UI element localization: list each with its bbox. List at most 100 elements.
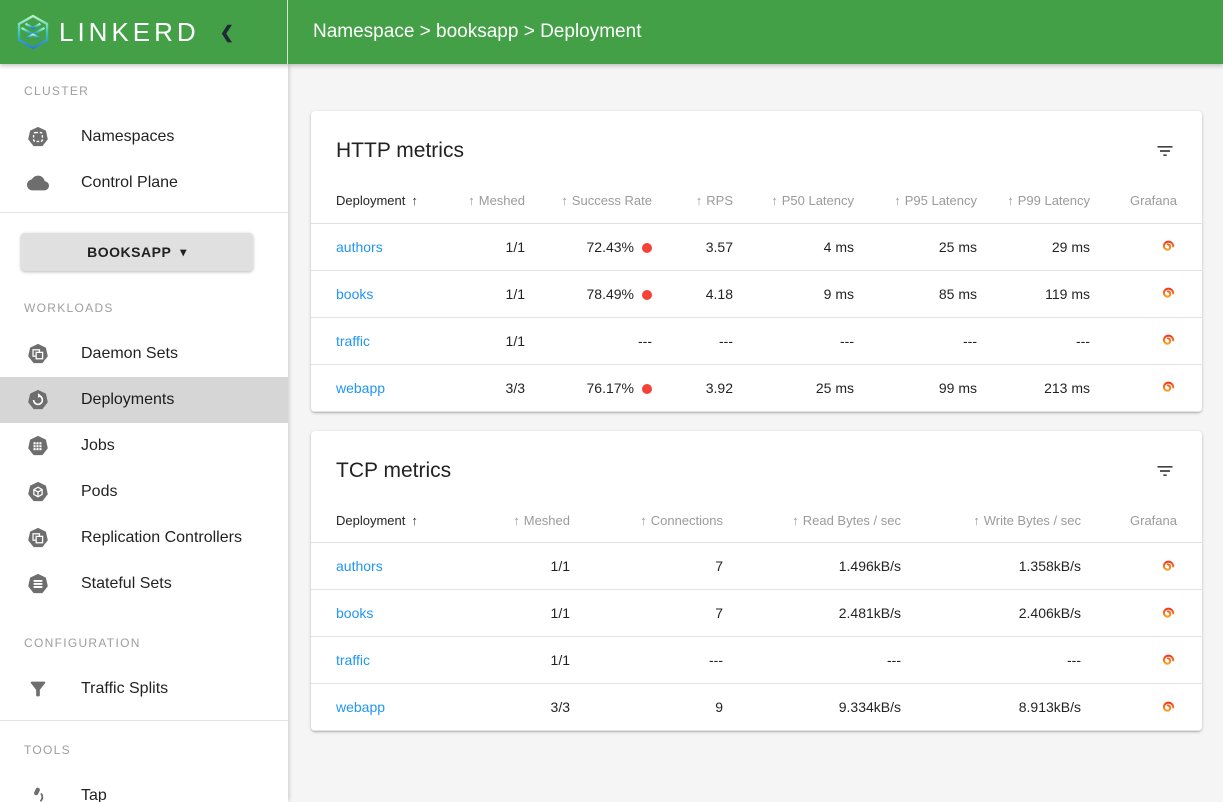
control-plane-cloud-icon bbox=[27, 172, 49, 194]
grafana-icon[interactable] bbox=[1158, 557, 1177, 576]
read-bytes-cell: --- bbox=[729, 636, 907, 684]
sidebar-item-traffic-splits[interactable]: Traffic Splits bbox=[0, 666, 288, 712]
status-dot bbox=[642, 242, 652, 253]
sort-asc-icon: ↑ bbox=[468, 193, 475, 209]
meshed-cell: 1/1 bbox=[446, 589, 576, 637]
sidebar-item-deployments[interactable]: Deployments bbox=[0, 377, 288, 423]
column-header-p95[interactable]: ↑ P95 Latency bbox=[860, 179, 983, 224]
p50-cell: 25 ms bbox=[739, 364, 860, 412]
sort-asc-icon: ↑ bbox=[513, 512, 520, 528]
grafana-icon[interactable] bbox=[1158, 331, 1177, 350]
p99-cell: --- bbox=[983, 317, 1096, 365]
breadcrumb: Namespace > booksapp > Deployment bbox=[313, 21, 642, 42]
column-header-p99[interactable]: ↑ P99 Latency bbox=[983, 179, 1096, 224]
http-metrics-card: HTTP metrics Deployment ↑ ↑ Meshed ↑ Succes… bbox=[311, 111, 1202, 412]
traffic-splits-funnel-icon bbox=[27, 678, 49, 700]
sidebar-item-namespaces[interactable]: Namespaces bbox=[0, 114, 288, 160]
column-header-grafana: Grafana bbox=[1096, 179, 1202, 224]
read-bytes-cell: 9.334kB/s bbox=[729, 683, 907, 731]
column-header-rps[interactable]: ↑ RPS bbox=[658, 179, 739, 224]
meshed-cell: 1/1 bbox=[446, 542, 576, 590]
sidebar-item-label: Control Plane bbox=[81, 174, 178, 191]
deployment-link[interactable]: traffic bbox=[336, 332, 370, 349]
grafana-icon[interactable] bbox=[1158, 378, 1177, 397]
sidebar-item-replication-controllers[interactable]: Replication Controllers bbox=[0, 515, 288, 561]
sidebar-item-tap[interactable]: Tap bbox=[0, 773, 288, 802]
grafana-icon[interactable] bbox=[1158, 237, 1177, 256]
deployment-link[interactable]: authors bbox=[336, 558, 383, 574]
grafana-icon[interactable] bbox=[1158, 698, 1177, 717]
sidebar-item-pods[interactable]: Pods bbox=[0, 469, 288, 515]
rps-cell: --- bbox=[658, 317, 739, 365]
p50-cell: --- bbox=[739, 317, 860, 365]
sort-asc-icon: ↑ bbox=[894, 193, 901, 209]
success-rate-cell: 78.49% bbox=[531, 270, 658, 318]
sidebar-item-label: Traffic Splits bbox=[81, 680, 169, 697]
section-configuration: CONFIGURATION bbox=[24, 636, 141, 650]
deployment-link[interactable]: books bbox=[336, 605, 374, 621]
column-header-connections[interactable]: ↑ Connections bbox=[576, 498, 729, 543]
filter-list-icon bbox=[1157, 146, 1173, 156]
column-header-success-rate[interactable]: ↑ Success Rate bbox=[531, 179, 658, 224]
deployment-link[interactable]: webapp bbox=[336, 699, 386, 715]
filter-list-icon bbox=[1157, 465, 1173, 476]
deployment-link[interactable]: webapp bbox=[336, 379, 386, 396]
grafana-icon[interactable] bbox=[1158, 651, 1177, 670]
deployment-link[interactable]: authors bbox=[336, 238, 383, 255]
namespace-selector-label: BOOKSAPP bbox=[87, 244, 172, 260]
meshed-cell: 3/3 bbox=[446, 683, 576, 731]
table-row: traffic 1/1 --- --- --- --- --- bbox=[311, 317, 1202, 365]
column-header-deployment[interactable]: Deployment ↑ bbox=[311, 498, 446, 543]
grafana-icon[interactable] bbox=[1158, 284, 1177, 303]
column-header-deployment[interactable]: Deployment ↑ bbox=[311, 179, 446, 224]
namespace-selector-button[interactable]: BOOKSAPP ▾ bbox=[21, 233, 253, 271]
connections-cell: --- bbox=[576, 636, 729, 684]
sidebar-item-stateful-sets[interactable]: Stateful Sets bbox=[0, 561, 288, 607]
p95-cell: 85 ms bbox=[860, 270, 983, 318]
table-row: webapp 3/3 9 9.334kB/s 8.913kB/s bbox=[311, 683, 1202, 731]
sidebar-item-label: Pods bbox=[81, 483, 118, 500]
filter-button[interactable] bbox=[1153, 459, 1177, 483]
http-metrics-title: HTTP metrics bbox=[336, 139, 464, 162]
deployment-link[interactable]: books bbox=[336, 285, 374, 302]
deployment-link[interactable]: traffic bbox=[336, 652, 370, 668]
write-bytes-cell: 2.406kB/s bbox=[907, 589, 1087, 637]
meshed-cell: 1/1 bbox=[446, 270, 531, 318]
success-rate-cell: 72.43% bbox=[531, 223, 658, 271]
sidebar-item-label: Tap bbox=[81, 787, 107, 802]
sidebar-item-label: Daemon Sets bbox=[81, 345, 178, 362]
meshed-cell: 1/1 bbox=[446, 223, 531, 271]
status-dot bbox=[642, 289, 652, 300]
p99-cell: 29 ms bbox=[983, 223, 1096, 271]
column-header-grafana: Grafana bbox=[1087, 498, 1202, 543]
jobs-icon bbox=[27, 435, 49, 457]
main-content: HTTP metrics Deployment ↑ ↑ Meshed ↑ Succes… bbox=[288, 64, 1223, 802]
filter-button[interactable] bbox=[1153, 139, 1177, 163]
sidebar-item-daemon-sets[interactable]: Daemon Sets bbox=[0, 331, 288, 377]
sort-asc-icon: ↑ bbox=[411, 193, 418, 209]
success-rate-cell: --- bbox=[531, 317, 658, 365]
sidebar-item-label: Namespaces bbox=[81, 128, 175, 145]
sort-asc-icon: ↑ bbox=[973, 512, 980, 528]
tcp-metrics-title: TCP metrics bbox=[336, 458, 452, 482]
column-header-write-bytes[interactable]: ↑ Write Bytes / sec bbox=[907, 498, 1087, 543]
chevron-down-icon: ▾ bbox=[180, 245, 187, 259]
grafana-icon[interactable] bbox=[1158, 604, 1177, 623]
meshed-cell: 1/1 bbox=[446, 636, 576, 684]
sidebar-divider bbox=[0, 720, 288, 721]
table-row: books 1/1 7 2.481kB/s 2.406kB/s bbox=[311, 589, 1202, 637]
read-bytes-cell: 1.496kB/s bbox=[729, 542, 907, 590]
sidebar-collapse-icon[interactable]: ❮ bbox=[219, 22, 234, 42]
sidebar-divider bbox=[0, 212, 288, 213]
column-header-meshed[interactable]: ↑ Meshed bbox=[446, 179, 531, 224]
sidebar-item-label: Replication Controllers bbox=[81, 529, 242, 546]
column-header-read-bytes[interactable]: ↑ Read Bytes / sec bbox=[729, 498, 907, 543]
http-metrics-table: Deployment ↑ ↑ Meshed ↑ Success Rate ↑ RPS ↑… bbox=[311, 179, 1202, 412]
table-row: authors 1/1 7 1.496kB/s 1.358kB/s bbox=[311, 542, 1202, 590]
column-header-p50[interactable]: ↑ P50 Latency bbox=[739, 179, 860, 224]
column-header-meshed[interactable]: ↑ Meshed bbox=[446, 498, 576, 543]
write-bytes-cell: --- bbox=[907, 636, 1087, 684]
sidebar-item-jobs[interactable]: Jobs bbox=[0, 423, 288, 469]
linkerd-logo-icon bbox=[17, 14, 49, 50]
sidebar-item-control-plane[interactable]: Control Plane bbox=[0, 160, 288, 206]
